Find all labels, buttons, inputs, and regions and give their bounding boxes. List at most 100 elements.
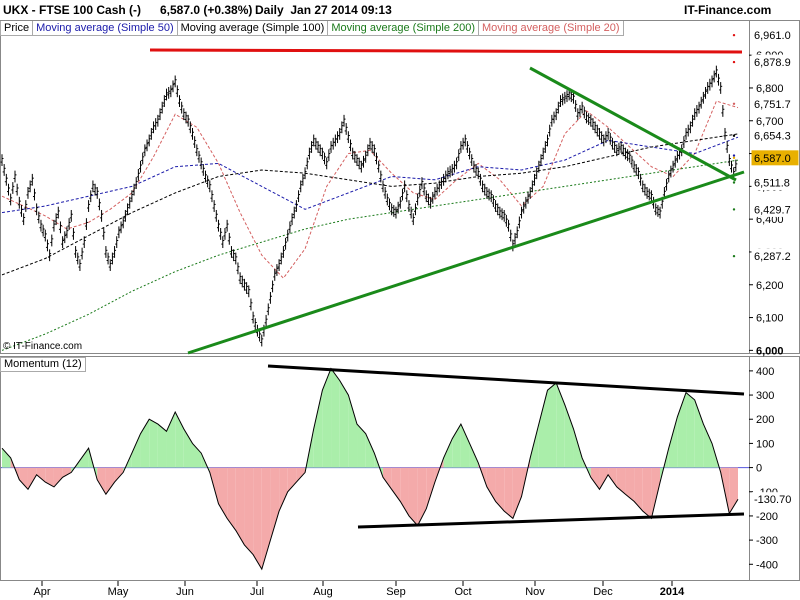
price-level-label: 6,287.2 <box>732 248 799 264</box>
resistance-trendline <box>149 48 743 54</box>
descending-trendline <box>529 66 737 182</box>
momentum-area <box>391 467 401 502</box>
momentum-area <box>157 424 167 468</box>
momentum-area <box>19 467 28 490</box>
momentum-area <box>114 467 124 483</box>
momentum-area <box>287 467 297 492</box>
momentum-area <box>131 433 141 468</box>
momentum-area <box>642 467 652 519</box>
momentum-area <box>651 467 661 519</box>
x-tick-label: May <box>108 586 129 598</box>
momentum-area <box>253 467 262 570</box>
price-level-box <box>751 201 799 217</box>
momentum-area <box>53 467 63 487</box>
momentum-area <box>564 404 574 468</box>
price-level-dot <box>732 181 736 184</box>
last-quote: 6,587.0 (+0.38%) <box>160 3 253 17</box>
momentum-last-box <box>752 492 798 507</box>
momentum-area <box>668 416 678 468</box>
price-level-dot <box>732 102 736 106</box>
mom-y-tick-label: -300 <box>756 535 778 547</box>
momentum-area <box>348 395 358 468</box>
momentum-area <box>45 467 54 487</box>
price-level-label: 6,751.7 <box>732 96 799 112</box>
momentum-area <box>686 392 695 468</box>
momentum-area <box>365 433 375 468</box>
price-level-dot <box>732 154 736 157</box>
mom-y-tick-label: 100 <box>756 438 774 450</box>
price-level-dot <box>732 60 736 64</box>
momentum-area <box>296 467 306 483</box>
momentum-area <box>382 467 392 490</box>
momentum-area <box>97 467 106 495</box>
momentum-area <box>460 424 470 468</box>
mom-y-tick-label: 200 <box>756 414 774 426</box>
x-tick-label: 2014 <box>660 586 685 598</box>
mom-y-tick-label: -400 <box>756 559 778 571</box>
momentum-area <box>408 467 418 526</box>
momentum-area <box>556 382 565 468</box>
momentum-area <box>270 467 280 541</box>
price-y-tick-label: 6,200 <box>756 280 784 292</box>
price-level-text: 6,751.7 <box>754 99 791 111</box>
momentum-area <box>443 438 453 468</box>
momentum-area <box>227 467 236 531</box>
legend-ma20[interactable]: Moving average (Simple 20) <box>478 21 624 36</box>
ma-line <box>1 136 739 214</box>
momentum-area <box>27 467 37 490</box>
price-level-text: 6,511.8 <box>754 177 790 189</box>
price-level-label: 6,587.0 <box>732 150 799 166</box>
momentum-area <box>36 467 46 483</box>
price-level-dot <box>732 254 736 258</box>
momentum-area <box>79 448 89 468</box>
legend-momentum[interactable]: Momentum (12) <box>0 357 86 372</box>
x-tick-label: Apr <box>33 586 50 598</box>
ma-line <box>1 133 739 276</box>
price-level-box <box>751 96 799 112</box>
momentum-area <box>634 467 643 512</box>
price-level-text: 6,961.0 <box>754 30 791 42</box>
momentum-area <box>339 380 349 468</box>
support-trendline <box>187 170 745 355</box>
legend-price[interactable]: Price <box>0 21 34 36</box>
momentum-area <box>244 467 254 555</box>
momentum-area <box>582 457 591 478</box>
legend-ma200[interactable]: Moving average (Simple 200) <box>327 21 480 36</box>
momentum-area <box>10 457 20 480</box>
price-level-text: 6,287.2 <box>754 251 791 263</box>
momentum-area <box>140 419 150 468</box>
momentum-area <box>694 399 704 468</box>
price-y-tick-label: 6,400 <box>756 214 784 226</box>
momentum-area <box>279 467 288 512</box>
momentum-area <box>2 448 11 468</box>
price-level-box <box>751 248 799 264</box>
x-tick-label: Dec <box>593 586 613 598</box>
price-level-text: 6,654.3 <box>754 131 791 143</box>
momentum-line <box>1 367 739 571</box>
interval-timestamp: Daily Jan 27 2014 09:13 <box>255 3 392 17</box>
momentum-legend: Momentum (12) <box>0 357 86 372</box>
momentum-area <box>599 467 609 490</box>
mom-y-tick-label: 0 <box>756 463 762 475</box>
legend-ma50[interactable]: Moving average (Simple 50) <box>32 21 178 36</box>
price-level-label: 6,961.0 <box>732 27 799 43</box>
momentum-area <box>322 368 332 468</box>
price-level-dot <box>732 156 736 160</box>
legend-ma100[interactable]: Moving average (Simple 100) <box>176 21 329 36</box>
price-level-label: 6,878.9 <box>732 54 799 70</box>
chart-header: UKX - FTSE 100 Cash (-) 6,587.0 (+0.38%)… <box>0 0 800 20</box>
price-level-box <box>751 174 799 190</box>
momentum-area <box>183 428 193 468</box>
ma-line <box>1 100 739 279</box>
x-tick-label: Oct <box>454 586 471 598</box>
momentum-area <box>417 467 427 526</box>
momentum-area <box>218 467 228 519</box>
momentum-area <box>608 467 617 487</box>
momentum-area <box>192 443 202 468</box>
price-level-text: 6,587.0 <box>754 153 791 165</box>
price-y-tick-label: 6,700 <box>756 116 784 128</box>
momentum-area <box>357 424 366 468</box>
momentum-last-label: -130.70 <box>752 492 798 507</box>
mom-y-tick-label: 300 <box>756 390 774 402</box>
price-level-dot <box>732 208 736 211</box>
